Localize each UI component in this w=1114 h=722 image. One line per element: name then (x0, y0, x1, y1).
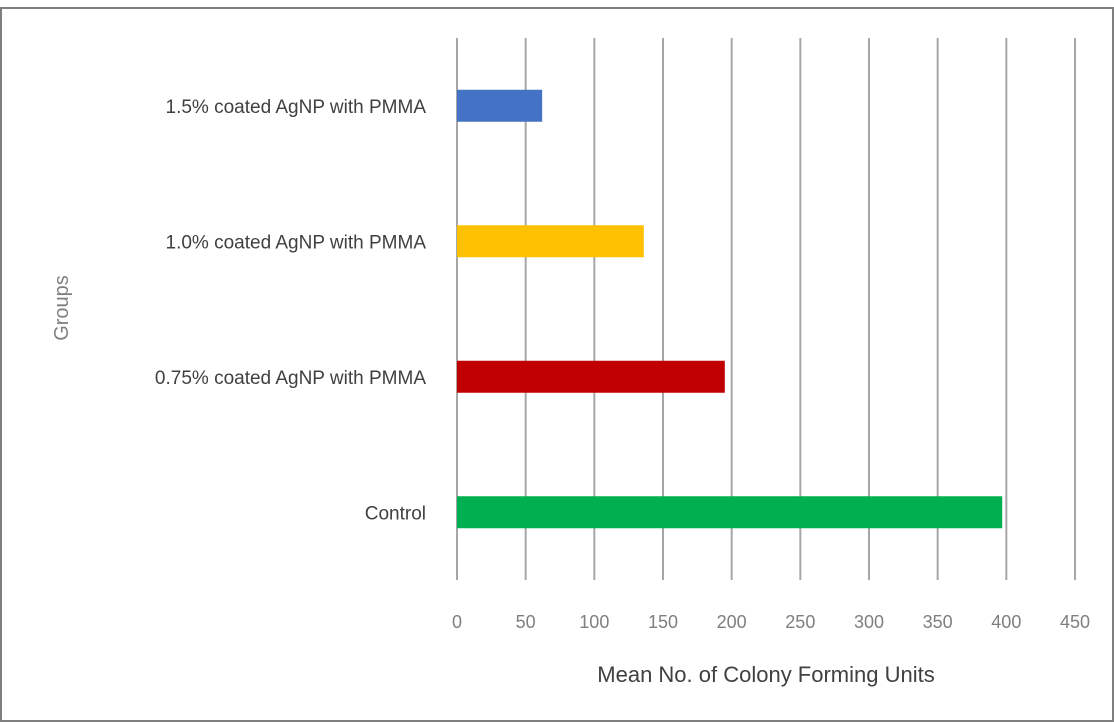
x-tick-label-50: 50 (516, 612, 536, 632)
category-labels: Control 0.75% coated AgNP with PMMA 1.0% c… (155, 97, 426, 525)
category-label-1-5-coated-agnp-with-pmma: 1.5% coated AgNP with PMMA (166, 97, 427, 118)
category-label-0-75-coated-agnp-with-pmma: 0.75% coated AgNP with PMMA (155, 368, 426, 389)
x-tick-label-100: 100 (579, 612, 609, 632)
bar-control (457, 496, 1003, 529)
x-tick-label-250: 250 (785, 612, 815, 632)
bar-1-0-coated-agnp-with-pmma (457, 225, 644, 258)
x-tick-label-150: 150 (648, 612, 678, 632)
x-tick-label-400: 400 (991, 612, 1021, 632)
gridlines (456, 38, 1076, 580)
x-tick-label-450: 450 (1060, 612, 1090, 632)
category-label-1-0-coated-agnp-with-pmma: 1.0% coated AgNP with PMMA (166, 232, 427, 253)
bar-1-5-coated-agnp-with-pmma (457, 89, 543, 122)
x-axis-title: Mean No. of Colony Forming Units (597, 662, 934, 687)
y-axis-title: Groups (51, 275, 73, 341)
x-tick-label-200: 200 (717, 612, 747, 632)
x-tick-label-300: 300 (854, 612, 884, 632)
x-tick-label-0: 0 (452, 612, 462, 632)
bar-0-75-coated-agnp-with-pmma (457, 360, 725, 393)
bars (457, 89, 1003, 529)
category-label-control: Control (365, 503, 426, 524)
x-tick-labels: 0 50 100 150 200 250 300 350 400 450 (452, 612, 1090, 632)
x-tick-label-350: 350 (923, 612, 953, 632)
